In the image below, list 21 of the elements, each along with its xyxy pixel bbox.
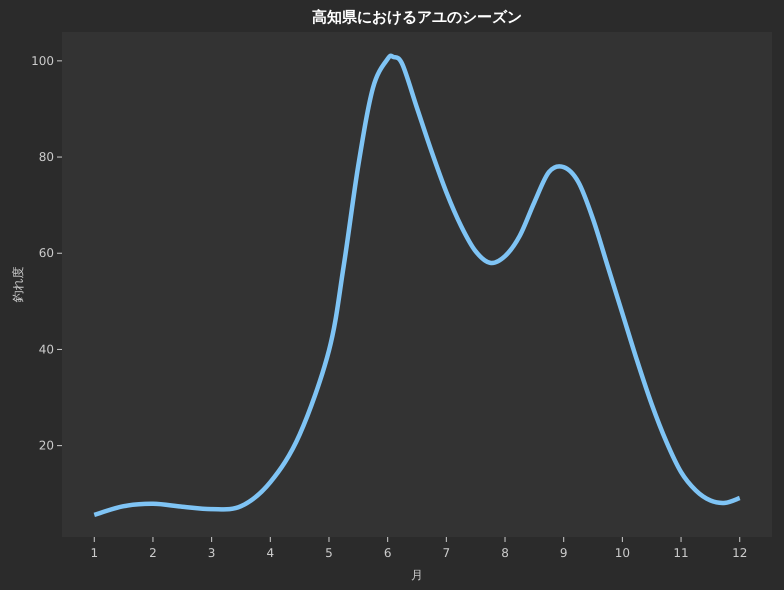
y-tick-label: 40 [38,342,54,356]
x-tick-label: 4 [266,546,274,560]
y-tick-label: 20 [38,438,54,453]
x-axis-title: 月 [411,568,423,582]
x-tick-label: 7 [442,546,450,560]
y-axis-title: 釣れ度 [11,266,25,302]
x-tick-label: 3 [208,546,216,560]
x-tick-label: 2 [149,546,157,560]
line-series [92,54,742,518]
y-tick-label: 80 [38,150,54,164]
y-tick-label: 100 [31,54,54,68]
x-tick-label: 5 [325,546,333,560]
x-tick-label: 1 [90,546,98,560]
x-tick-label: 10 [614,546,630,560]
x-tick-label: 12 [732,546,748,560]
x-tick-label: 11 [673,546,689,560]
chart-title: 高知県におけるアユのシーズン [312,8,522,26]
x-tick-label: 9 [560,546,568,560]
x-tick-label: 8 [501,546,509,560]
y-tick-label: 60 [38,246,54,260]
x-tick-label: 6 [384,546,392,560]
